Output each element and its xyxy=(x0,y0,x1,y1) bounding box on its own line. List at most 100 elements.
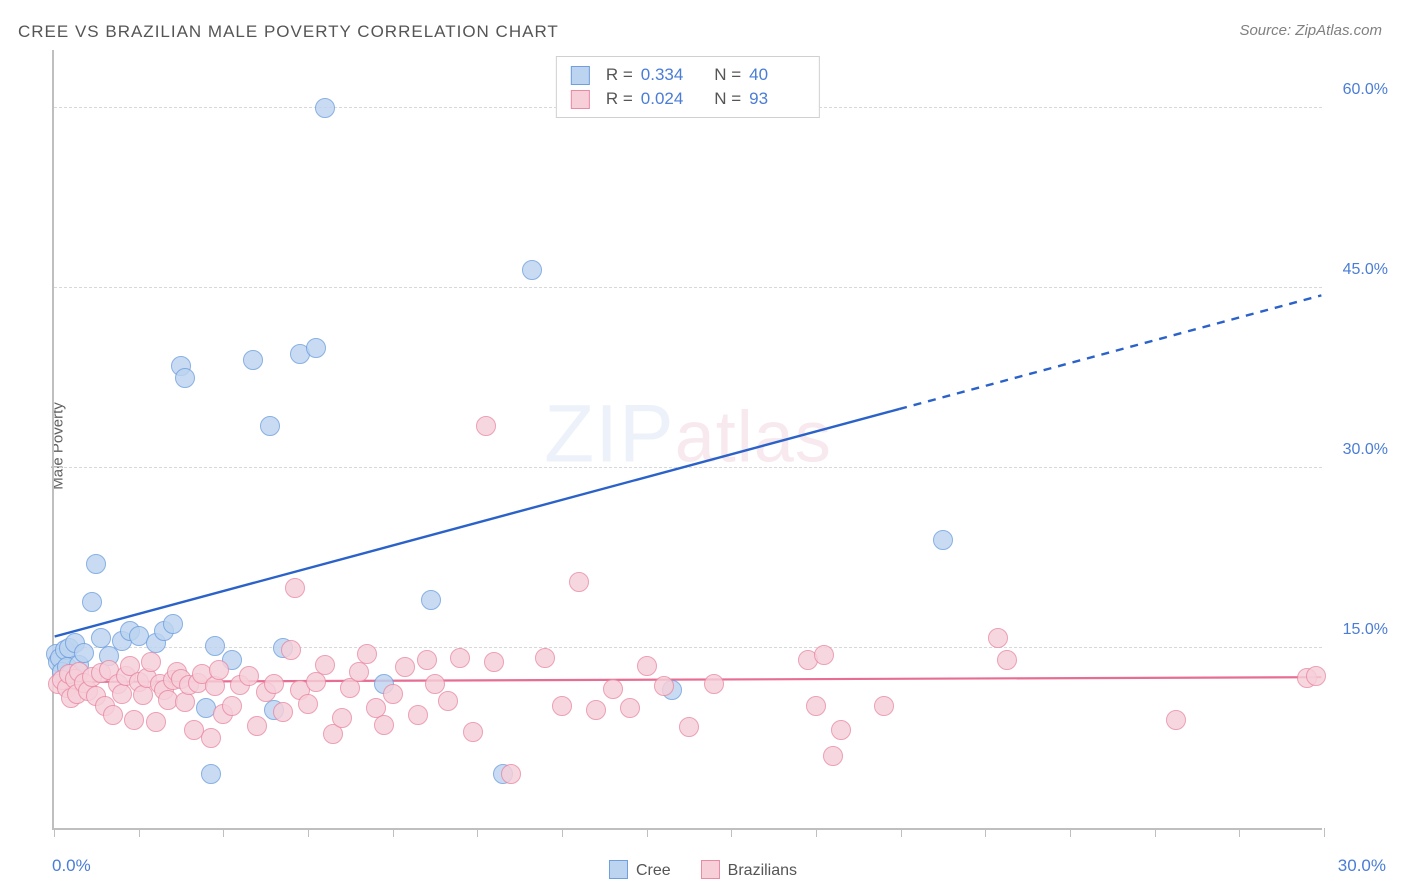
source-label: Source: ZipAtlas.com xyxy=(1239,22,1382,39)
scatter-point xyxy=(603,679,623,699)
x-tick xyxy=(1070,828,1071,837)
y-tick-label: 30.0% xyxy=(1343,441,1388,459)
x-tick xyxy=(1239,828,1240,837)
legend-row: R = 0.024 N = 93 xyxy=(571,87,805,111)
scatter-point xyxy=(383,684,403,704)
scatter-point xyxy=(637,656,657,676)
scatter-point xyxy=(654,676,674,696)
scatter-point xyxy=(260,416,280,436)
series-legend: Cree Brazilians xyxy=(609,860,797,880)
gridline xyxy=(54,647,1322,648)
trend-lines xyxy=(54,50,1322,828)
scatter-point xyxy=(74,643,94,663)
x-tick xyxy=(816,828,817,837)
scatter-point xyxy=(201,728,221,748)
x-tick xyxy=(562,828,563,837)
x-tick xyxy=(901,828,902,837)
legend-swatch xyxy=(701,860,720,879)
scatter-point xyxy=(273,702,293,722)
scatter-point xyxy=(831,720,851,740)
scatter-point xyxy=(1166,710,1186,730)
scatter-point xyxy=(332,708,352,728)
scatter-point xyxy=(476,416,496,436)
scatter-point xyxy=(285,578,305,598)
scatter-point xyxy=(205,636,225,656)
scatter-point xyxy=(141,652,161,672)
x-tick xyxy=(393,828,394,837)
scatter-point xyxy=(209,660,229,680)
gridline xyxy=(54,287,1322,288)
scatter-point xyxy=(175,692,195,712)
scatter-point xyxy=(86,554,106,574)
x-tick xyxy=(1324,828,1325,837)
scatter-point xyxy=(201,764,221,784)
y-tick-label: 60.0% xyxy=(1343,81,1388,99)
scatter-point xyxy=(522,260,542,280)
scatter-point xyxy=(146,712,166,732)
x-axis-max-label: 30.0% xyxy=(1338,856,1386,876)
scatter-point xyxy=(357,644,377,664)
scatter-point xyxy=(306,338,326,358)
scatter-point xyxy=(552,696,572,716)
scatter-point xyxy=(463,722,483,742)
legend-swatch xyxy=(609,860,628,879)
scatter-point xyxy=(679,717,699,737)
scatter-point xyxy=(112,684,132,704)
scatter-point xyxy=(933,530,953,550)
scatter-point xyxy=(450,648,470,668)
x-tick xyxy=(731,828,732,837)
y-tick-label: 45.0% xyxy=(1343,261,1388,279)
y-tick-label: 15.0% xyxy=(1343,621,1388,639)
x-tick xyxy=(477,828,478,837)
scatter-point xyxy=(239,666,259,686)
scatter-point xyxy=(205,676,225,696)
scatter-point xyxy=(264,674,284,694)
scatter-point xyxy=(586,700,606,720)
series-legend-item: Cree xyxy=(609,860,671,880)
scatter-point xyxy=(1306,666,1326,686)
scatter-plot-area: ZIPatlas R = 0.334 N = 40R = 0.024 N = 9… xyxy=(52,50,1322,830)
scatter-point xyxy=(417,650,437,670)
x-tick xyxy=(139,828,140,837)
scatter-point xyxy=(814,645,834,665)
scatter-point xyxy=(704,674,724,694)
scatter-point xyxy=(374,715,394,735)
series-legend-item: Brazilians xyxy=(701,860,797,880)
scatter-point xyxy=(103,705,123,725)
scatter-point xyxy=(315,655,335,675)
scatter-point xyxy=(997,650,1017,670)
gridline xyxy=(54,467,1322,468)
x-tick xyxy=(1155,828,1156,837)
scatter-point xyxy=(988,628,1008,648)
x-tick xyxy=(647,828,648,837)
scatter-point xyxy=(408,705,428,725)
scatter-point xyxy=(163,614,183,634)
scatter-point xyxy=(484,652,504,672)
scatter-point xyxy=(281,640,301,660)
scatter-point xyxy=(806,696,826,716)
scatter-point xyxy=(243,350,263,370)
scatter-point xyxy=(823,746,843,766)
legend-swatch xyxy=(571,90,590,109)
correlation-legend: R = 0.334 N = 40R = 0.024 N = 93 xyxy=(556,56,820,118)
legend-swatch xyxy=(571,66,590,85)
scatter-point xyxy=(82,592,102,612)
scatter-point xyxy=(175,368,195,388)
x-tick xyxy=(308,828,309,837)
legend-row: R = 0.334 N = 40 xyxy=(571,63,805,87)
scatter-point xyxy=(874,696,894,716)
scatter-point xyxy=(315,98,335,118)
scatter-point xyxy=(421,590,441,610)
scatter-point xyxy=(535,648,555,668)
scatter-point xyxy=(569,572,589,592)
x-tick xyxy=(54,828,55,837)
x-tick xyxy=(223,828,224,837)
chart-title: CREE VS BRAZILIAN MALE POVERTY CORRELATI… xyxy=(18,22,559,42)
scatter-point xyxy=(298,694,318,714)
x-tick xyxy=(985,828,986,837)
scatter-point xyxy=(438,691,458,711)
x-axis-min-label: 0.0% xyxy=(52,856,91,876)
scatter-point xyxy=(247,716,267,736)
scatter-point xyxy=(349,662,369,682)
scatter-point xyxy=(395,657,415,677)
